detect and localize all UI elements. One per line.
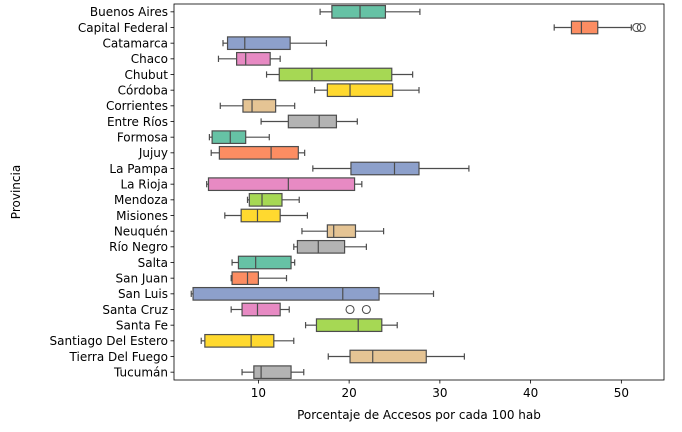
x-tick-label: 20 [341,386,356,400]
box-iqr [349,349,427,364]
box-iqr [248,192,283,207]
box-group [327,349,465,364]
outlier-point [345,304,355,315]
box-group [246,192,300,207]
y-tick-label: Capital Federal [78,21,168,35]
box-group [217,51,281,66]
box-iqr [315,318,383,333]
y-tick-label: Corrientes [106,99,168,113]
box-iqr [240,208,281,223]
outlier-point [361,304,371,315]
box-group [210,145,306,160]
y-tick-label: La Pampa [109,162,168,176]
box-iqr [326,83,394,98]
box-group [230,271,288,286]
y-tick-label: Santa Cruz [102,303,168,317]
box-group [553,20,646,35]
box-iqr [204,333,275,348]
box-group [260,114,358,129]
y-tick-label: San Luis [118,287,168,301]
box-group [224,208,308,223]
y-tick-label: Mendoza [114,193,168,207]
x-tick-label: 50 [614,386,629,400]
box-iqr [331,4,387,19]
y-tick-label: Misiones [116,209,168,223]
box-iqr [296,239,346,254]
x-tick-label: 30 [432,386,447,400]
y-tick-label: Córdoba [118,83,168,97]
x-axis-ticks: 10 20 30 40 50 [251,380,629,400]
y-tick-label: San Juan [116,271,169,285]
box-iqr [192,286,380,301]
y-tick-label: Tucumán [113,365,168,379]
box-iqr [253,365,292,380]
box-group [200,333,295,348]
box-iqr [207,177,356,192]
y-tick-label: Entre Ríos [107,115,168,129]
outlier-point [632,22,642,33]
box-iqr [211,130,247,145]
y-axis-label: Provincia [9,165,23,219]
x-tick-label: 10 [251,386,266,400]
box-iqr [231,271,259,286]
y-tick-label: Chubut [124,68,168,82]
y-tick-label: Santiago Del Estero [50,334,168,348]
y-tick-label: Catamarca [103,36,168,50]
box-group [241,365,305,380]
box-iqr [350,161,420,176]
box-iqr [218,145,299,160]
y-tick-label: Buenos Aires [90,5,168,19]
y-tick-label: Chaco [131,52,168,66]
boxes-layer [190,4,646,380]
box-group [222,36,328,51]
box-iqr [226,36,291,51]
box-iqr [241,302,281,317]
box-group [314,83,420,98]
y-tick-label: Río Negro [109,240,168,254]
box-group [206,177,363,192]
box-iqr [570,20,599,35]
box-group [190,286,435,301]
box-iqr [237,255,292,270]
y-tick-label: Neuquén [114,224,168,238]
y-tick-label: La Rioja [120,177,168,191]
box-group [219,98,296,113]
plot-frame [173,3,665,381]
box-iqr [236,51,271,66]
box-iqr [242,98,277,113]
x-axis-label: Porcentaje de Accesos por cada 100 hab [297,408,541,422]
box-group [312,161,470,176]
y-tick-label: Tierra Del Fuego [69,350,168,364]
outlier-point [636,22,646,33]
y-tick-label: Salta [138,256,168,270]
box-group [293,239,367,254]
x-tick-label: 40 [523,386,538,400]
box-group [208,130,270,145]
y-tick-label: Jujuy [138,146,168,160]
box-group [301,224,385,239]
box-iqr [326,224,357,239]
y-tick-label: Formosa [117,130,168,144]
box-iqr [287,114,338,129]
y-tick-label: Santa Fe [116,318,168,332]
box-group [265,67,414,82]
box-iqr [278,67,393,82]
box-group [230,302,371,317]
box-group [319,4,421,19]
box-group [304,318,398,333]
box-group [231,255,296,270]
